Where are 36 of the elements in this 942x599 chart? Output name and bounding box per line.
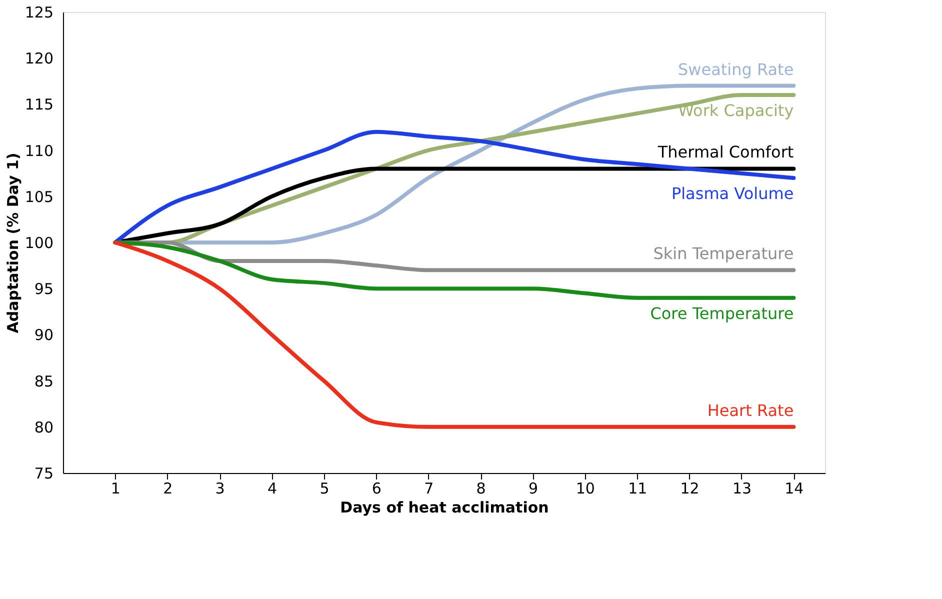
- x-tick-label: 7: [424, 480, 434, 498]
- y-tick-label: 75: [34, 464, 54, 482]
- y-axis-title: Adaptation (% Day 1): [4, 152, 22, 334]
- x-tick-label: 8: [476, 480, 486, 498]
- series-label: Plasma Volume: [671, 184, 794, 203]
- y-tick-label: 120: [24, 50, 54, 68]
- line-series: [113, 166, 796, 244]
- y-tick-label: 125: [24, 4, 54, 22]
- x-tick-label: 6: [372, 480, 382, 498]
- x-tick-label: 10: [576, 480, 595, 498]
- x-tick-label: 14: [784, 480, 804, 498]
- x-tick-label: 11: [628, 480, 648, 498]
- y-tick-label: 95: [34, 280, 54, 298]
- series-label: Skin Temperature: [653, 244, 794, 264]
- y-tick-label: 105: [24, 188, 54, 206]
- x-tick-label: 9: [528, 480, 538, 498]
- y-tick-label: 100: [24, 234, 54, 252]
- line-series: [113, 240, 796, 300]
- x-tick-label: 2: [163, 480, 173, 498]
- x-axis-title: Days of heat acclimation: [340, 498, 549, 516]
- line-series: [113, 240, 796, 429]
- y-tick-label: 110: [24, 142, 54, 160]
- series-label: Thermal Comfort: [656, 142, 794, 162]
- y-tick-label: 85: [34, 372, 54, 390]
- x-tick-label: 4: [267, 480, 278, 498]
- y-tick-label: 80: [34, 418, 54, 436]
- series-label: Sweating Rate: [678, 60, 794, 79]
- y-tick-label: 90: [34, 326, 54, 344]
- x-tick-label: 1: [110, 480, 120, 498]
- x-tick-label: 12: [680, 480, 700, 498]
- y-tick-label: 115: [24, 96, 54, 114]
- x-tick-label: 13: [732, 480, 752, 498]
- series-label: Core Temperature: [650, 304, 794, 323]
- series-label: Heart Rate: [707, 400, 794, 420]
- x-tick-label: 5: [320, 480, 330, 498]
- x-tick-label: 3: [215, 480, 225, 498]
